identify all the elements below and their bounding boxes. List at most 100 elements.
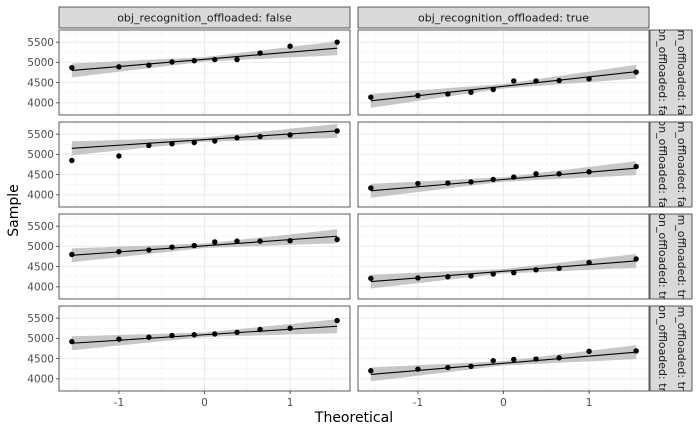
row-strip-2 xyxy=(649,121,693,208)
panel-r3c1-point-8 xyxy=(257,238,263,244)
row-strip-text-group-2: ation_offloaded: false m_offloaded: fa xyxy=(656,105,688,223)
panel-r1c1-point-10 xyxy=(334,39,340,45)
panel-r2c1-point-9 xyxy=(287,132,293,138)
panel-r4c2-point-1 xyxy=(368,368,374,374)
panel-r1c2-point-6 xyxy=(511,78,517,84)
panel-r2c1-point-10 xyxy=(334,128,340,134)
panel-r2c2-point-1 xyxy=(368,185,374,191)
panel-r3c2-point-6 xyxy=(511,269,517,276)
panel-r2c1-point-7 xyxy=(234,135,240,141)
y-tick-label-r3-3: 5000 xyxy=(27,241,54,253)
panel-r4c2-point-3 xyxy=(445,364,451,371)
panel-r1c2 xyxy=(357,29,650,116)
x-tick-label-c1-2: 0 xyxy=(201,397,208,409)
panel-r2c2-point-8 xyxy=(556,171,562,177)
panel-r2c2-point-7 xyxy=(533,171,539,177)
panel-r2c1 xyxy=(58,121,351,208)
y-tick-label-r2-3: 5000 xyxy=(27,149,54,161)
panel-r2c2-border xyxy=(357,121,650,208)
panel-r4c1-point-2 xyxy=(116,336,122,342)
panel-r1c1-point-4 xyxy=(169,59,175,65)
panel-r1c2-border xyxy=(357,29,650,116)
row-strip-label-2: ation_offloaded: false xyxy=(656,105,669,223)
panel-r4c1-point-1 xyxy=(69,338,75,345)
row-strip-text-group-4: ation_offloaded: true m_offloaded: tr xyxy=(656,291,688,406)
panel-r1c1-point-5 xyxy=(191,58,197,64)
panel-r4c1-point-5 xyxy=(191,332,197,338)
row-strip-text-group-3: ation_offloaded: true m_offloaded: tr xyxy=(656,214,688,299)
row-strip-label-visible-1: m_offloaded: fa xyxy=(675,30,688,116)
panel-r3c1-point-10 xyxy=(334,236,340,243)
panel-r4c2-point-6 xyxy=(511,356,517,363)
panel-r3c2-point-3 xyxy=(445,274,451,280)
panel-r4c2-point-5 xyxy=(490,357,496,364)
panel-r3c2-point-9 xyxy=(586,259,592,266)
row-strip-label-4: ation_offloaded: true xyxy=(656,291,669,406)
panel-r2c2-point-5 xyxy=(490,176,496,183)
row-strip-label-visible-3: m_offloaded: tr xyxy=(675,215,688,299)
panel-r4c2-point-9 xyxy=(586,348,592,355)
y-tick-label-r1-4: 5500 xyxy=(27,37,54,49)
panel-r3c1-point-7 xyxy=(234,238,240,244)
panel-r3c2-point-5 xyxy=(490,271,496,277)
panel-r1c2-point-4 xyxy=(468,89,474,96)
panel-r2c2-point-4 xyxy=(468,179,474,185)
panel-r2c1-point-3 xyxy=(146,142,152,149)
panel-r3c2-point-1 xyxy=(368,275,374,282)
panel-r1c2-point-2 xyxy=(415,92,421,99)
panel-r2c2-point-6 xyxy=(511,174,517,180)
panel-r2c1-point-2 xyxy=(116,153,122,159)
panel-r3c2-point-7 xyxy=(533,267,539,273)
y-tick-label-r4-2: 4500 xyxy=(27,353,54,365)
x-tick-label-c1-1: -1 xyxy=(114,397,124,409)
y-tick-label-r2-2: 4500 xyxy=(27,169,54,181)
column-strip-label-2: obj_recognition_offloaded: true xyxy=(418,12,589,25)
panel-r4c2-point-4 xyxy=(468,363,474,370)
panel-r3c2-point-10 xyxy=(633,256,639,262)
panel-r3c1-reference-line xyxy=(71,235,338,256)
column-strip-1 xyxy=(58,6,351,29)
panel-r2c2-reference-line xyxy=(370,167,637,192)
panel-r1c1-point-1 xyxy=(69,64,75,71)
y-tick-label-r3-2: 4500 xyxy=(27,261,54,273)
panel-r4c2-point-8 xyxy=(556,355,562,361)
panel-r4c2 xyxy=(357,305,650,392)
panel-r4c2-point-2 xyxy=(415,366,421,372)
row-strip-3 xyxy=(649,213,693,300)
panel-r3c1-point-6 xyxy=(212,239,218,245)
panel-r1c1-point-7 xyxy=(234,56,240,63)
panel-r4c1-point-8 xyxy=(257,326,263,333)
panel-r4c2-point-7 xyxy=(533,356,539,362)
panel-r3c1-point-3 xyxy=(146,247,152,253)
x-tick-label-c1-3: 1 xyxy=(287,397,294,409)
row-strip-label-1: ation_offloaded: false xyxy=(656,13,669,131)
y-tick-label-r4-4: 5500 xyxy=(27,313,54,325)
panel-r3c1-point-1 xyxy=(69,251,75,258)
panel-r3c2-point-8 xyxy=(556,265,562,271)
row-strip-text-group-1: ation_offloaded: false m_offloaded: fa xyxy=(656,13,688,131)
panel-r1c1-point-3 xyxy=(146,62,152,68)
panel-r3c2-reference-line xyxy=(370,260,637,283)
y-tick-label-r4-1: 4000 xyxy=(27,374,54,386)
row-strip-1 xyxy=(649,29,693,116)
panel-r2c1-border xyxy=(58,121,351,208)
panel-r4c1-point-9 xyxy=(287,325,293,331)
y-tick-label-r1-1: 4000 xyxy=(27,98,54,110)
panel-r4c2-point-10 xyxy=(633,348,639,354)
panel-r2c1-point-8 xyxy=(257,133,263,140)
y-tick-label-r2-1: 4000 xyxy=(27,190,54,202)
panel-r3c2-point-4 xyxy=(468,273,474,279)
panel-r1c2-point-9 xyxy=(586,76,592,82)
panel-r4c1 xyxy=(58,305,351,392)
panel-r1c2-point-8 xyxy=(556,77,562,84)
x-tick-label-c2-2: 0 xyxy=(500,397,507,409)
panel-r3c1-point-4 xyxy=(169,244,175,250)
panel-r3c1-border xyxy=(58,213,351,300)
y-tick-label-r2-4: 5500 xyxy=(27,129,54,141)
column-strip-2 xyxy=(357,6,650,29)
panel-r2c1-point-6 xyxy=(212,138,218,144)
panel-r2c2-point-3 xyxy=(445,180,451,186)
panel-r4c1-reference-line xyxy=(71,325,338,344)
panel-r1c2-point-1 xyxy=(368,94,374,100)
